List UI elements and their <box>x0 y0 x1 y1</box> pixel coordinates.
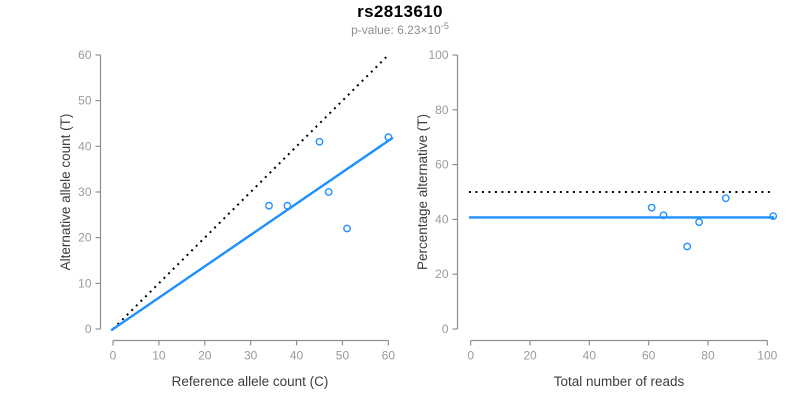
y-tick-label: 80 <box>435 103 449 117</box>
y-tick-label: 0 <box>85 322 92 336</box>
y-tick-label: 40 <box>435 212 449 226</box>
y-tick-label: 10 <box>78 276 92 290</box>
y-tick-label: 50 <box>78 94 92 108</box>
subtitle-exponent: -5 <box>440 21 449 31</box>
x-tick-label: 40 <box>583 349 597 363</box>
chart-subtitle: p-value: 6.23×10-5 <box>0 21 800 37</box>
y-tick-label: 60 <box>435 158 449 172</box>
data-point <box>721 194 730 203</box>
x-tick-label: 0 <box>467 349 474 363</box>
identity-line <box>112 54 390 330</box>
right-plot: 0 20 40 60 80 100 0 20 40 60 80 100 Total number of … <box>415 48 778 389</box>
data-point <box>324 188 333 196</box>
x-tick-label: 30 <box>244 349 258 363</box>
x-axis-label: Total number of reads <box>554 374 685 389</box>
y-tick-label: 0 <box>442 322 449 336</box>
left-plot: 0 10 20 30 40 50 60 0 10 20 30 40 50 60 Reference alle… <box>58 48 395 389</box>
data-point <box>659 211 668 220</box>
x-tick-label: 20 <box>523 349 537 363</box>
x-tick-label: 40 <box>290 349 304 363</box>
x-tick-label: 20 <box>198 349 212 363</box>
data-point <box>283 201 292 210</box>
data-point <box>769 212 778 221</box>
data-point <box>683 242 692 251</box>
data-point <box>315 137 324 146</box>
y-tick-label: 20 <box>435 267 449 281</box>
x-axis-label: Reference allele count (C) <box>172 374 329 389</box>
y-tick-label: 100 <box>428 48 448 62</box>
data-point <box>265 201 273 210</box>
y-tick-label: 20 <box>78 231 92 245</box>
data-point <box>695 218 703 227</box>
x-tick-label: 0 <box>110 349 117 363</box>
data-point <box>647 203 656 212</box>
x-tick-label: 10 <box>152 349 166 363</box>
x-tick-label: 80 <box>701 349 715 363</box>
x-tick-label: 60 <box>642 349 656 363</box>
x-tick-label: 100 <box>757 349 777 363</box>
y-axis-label: Alternative allele count (T) <box>58 114 73 271</box>
y-tick-label: 40 <box>78 139 92 153</box>
y-axis-label: Percentage alternative (T) <box>415 114 430 270</box>
chart-title: rs2813610 <box>357 2 443 21</box>
x-tick-label: 60 <box>382 349 396 363</box>
fit-line <box>110 136 394 332</box>
x-tick-label: 50 <box>336 349 350 363</box>
y-tick-label: 30 <box>78 185 92 199</box>
data-point <box>384 133 393 142</box>
subtitle-base: p-value: 6.23×10 <box>351 23 441 37</box>
y-tick-label: 60 <box>78 48 92 62</box>
data-point <box>343 224 351 233</box>
